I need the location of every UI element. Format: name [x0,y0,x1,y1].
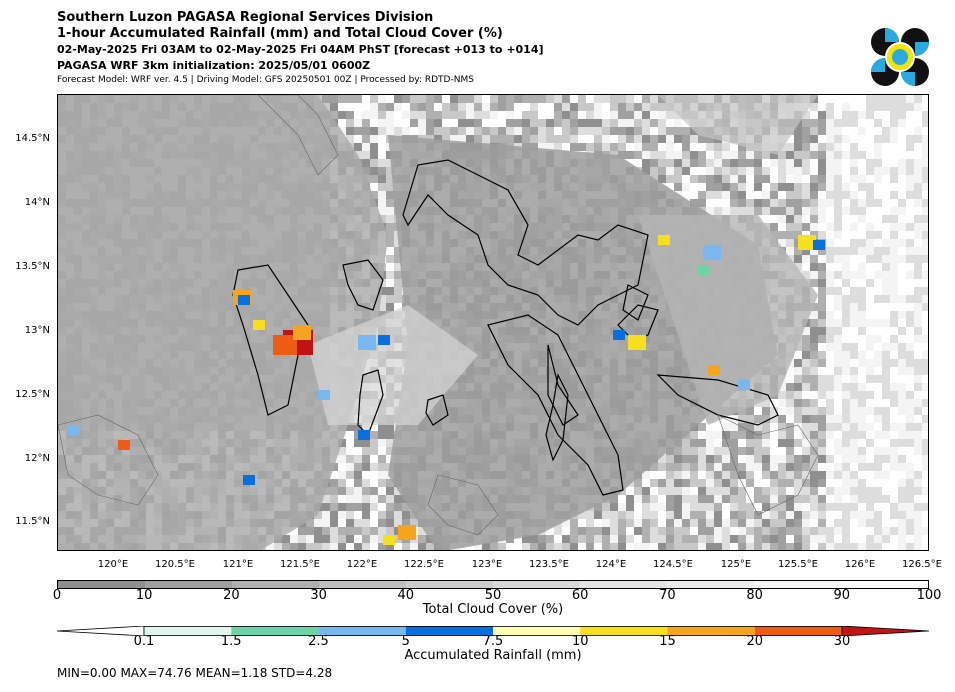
rain-colorbar-segment [231,626,319,636]
lon-label-125-5e: 125.5°E [778,559,818,570]
cloud-colorbar-segment [580,581,667,588]
cloud-tick-label: 40 [397,588,415,603]
lon-label-123e: 123°E [471,559,503,570]
lat-label-12n: 12°N [24,453,50,464]
rain-tick-label: 20 [746,634,764,649]
lat-label-13n: 13°N [24,325,50,336]
lon-label-125e: 125°E [720,559,752,570]
rain-colorbar-segment [405,626,493,636]
field-statistics: MIN=0.00 MAX=74.76 MEAN=1.18 STD=4.28 [57,666,333,680]
cloud-tick-label: 100 [916,588,942,603]
cloud-colorbar-segment [232,581,319,588]
map-subtitle: 1-hour Accumulated Rainfall (mm) and Tot… [57,26,503,41]
rain-colorbar-segment [493,626,581,636]
cloud-tick-label: 60 [571,588,589,603]
cloud-colorbar-segment [58,581,145,588]
rain-colorbar-segment [144,626,232,636]
lon-label-124e: 124°E [595,559,627,570]
cloud-colorbar-segment [754,581,841,588]
cloud-colorbar-segment [841,581,928,588]
forecast-map [57,94,929,551]
cloud-colorbar-segment [319,581,406,588]
cloud-colorbar-segment [145,581,232,588]
cloud-tick-label: 50 [484,588,502,603]
cloud-tick-label: 70 [659,588,676,603]
rain-colorbar-segment [318,626,406,636]
map-title: Southern Luzon PAGASA Regional Services … [57,10,434,25]
faint-outlines [58,95,819,536]
rain-tick-label: 10 [571,634,589,649]
cloud-colorbar-segment [493,581,580,588]
forecast-period: 02-May-2025 Fri 03AM to 02-May-2025 Fri … [57,43,544,56]
cloud-cover-label: Total Cloud Cover (%) [422,602,564,617]
cloud-tick-label: 30 [310,588,327,603]
rainfall-field [68,235,825,545]
model-initialization: PAGASA WRF 3km initialization: 2025/05/0… [57,59,371,72]
cloud-colorbar-segment [667,581,754,588]
lat-label-11-5n: 11.5°N [15,516,50,527]
lat-label-12-5n: 12.5°N [15,389,50,400]
cloud-colorbar-segment [406,581,493,588]
cloud-tick-label: 90 [833,588,851,603]
rain-colorbar-min-extension [57,626,145,636]
lon-label-120-5e: 120.5°E [155,559,195,570]
lon-label-120e: 120°E [97,559,129,570]
rain-tick-label: 7.5 [482,634,504,649]
rain-colorbar-segment [580,626,668,636]
rain-tick-label: 30 [833,634,851,649]
lon-label-121e: 121°E [222,559,254,570]
rain-colorbar-max-extension [841,626,929,636]
lon-label-121-5e: 121.5°E [280,559,320,570]
lon-label-126e: 126°E [844,559,876,570]
rain-tick-label: 5 [401,634,410,649]
rainfall-label: Accumulated Rainfall (mm) [404,648,582,663]
rain-tick-label: 2.5 [308,634,329,649]
lon-label-122-5e: 122.5°E [404,559,444,570]
rainfall-colorbar [57,626,929,636]
cloud-tick-label: 0 [52,588,62,603]
lon-label-124-5e: 124.5°E [653,559,693,570]
rain-tick-label: 1.5 [220,634,242,649]
cloud-tick-label: 10 [135,588,153,603]
lon-label-126-5e: 126.5°E [902,559,942,570]
map-canvas [58,95,928,550]
model-info: Forecast Model: WRF ver. 4.5 | Driving M… [57,75,474,85]
lat-label-14-5n: 14.5°N [15,133,50,144]
lon-label-122e: 122°E [346,559,378,570]
lon-label-123-5e: 123.5°E [529,559,569,570]
pagasa-logo [871,28,929,86]
cloud-cover-colorbar [57,580,929,589]
cloud-tick-label: 80 [746,588,763,603]
rain-colorbar-segment [754,626,842,636]
lat-label-13-5n: 13.5°N [15,261,50,272]
cloud-tick-label: 20 [223,588,240,603]
cloud-bands [58,95,818,550]
rain-tick-label: 0.1 [133,634,155,649]
rain-colorbar-segment [667,626,755,636]
lat-label-14n: 14°N [24,197,50,208]
rain-tick-label: 15 [659,634,676,649]
